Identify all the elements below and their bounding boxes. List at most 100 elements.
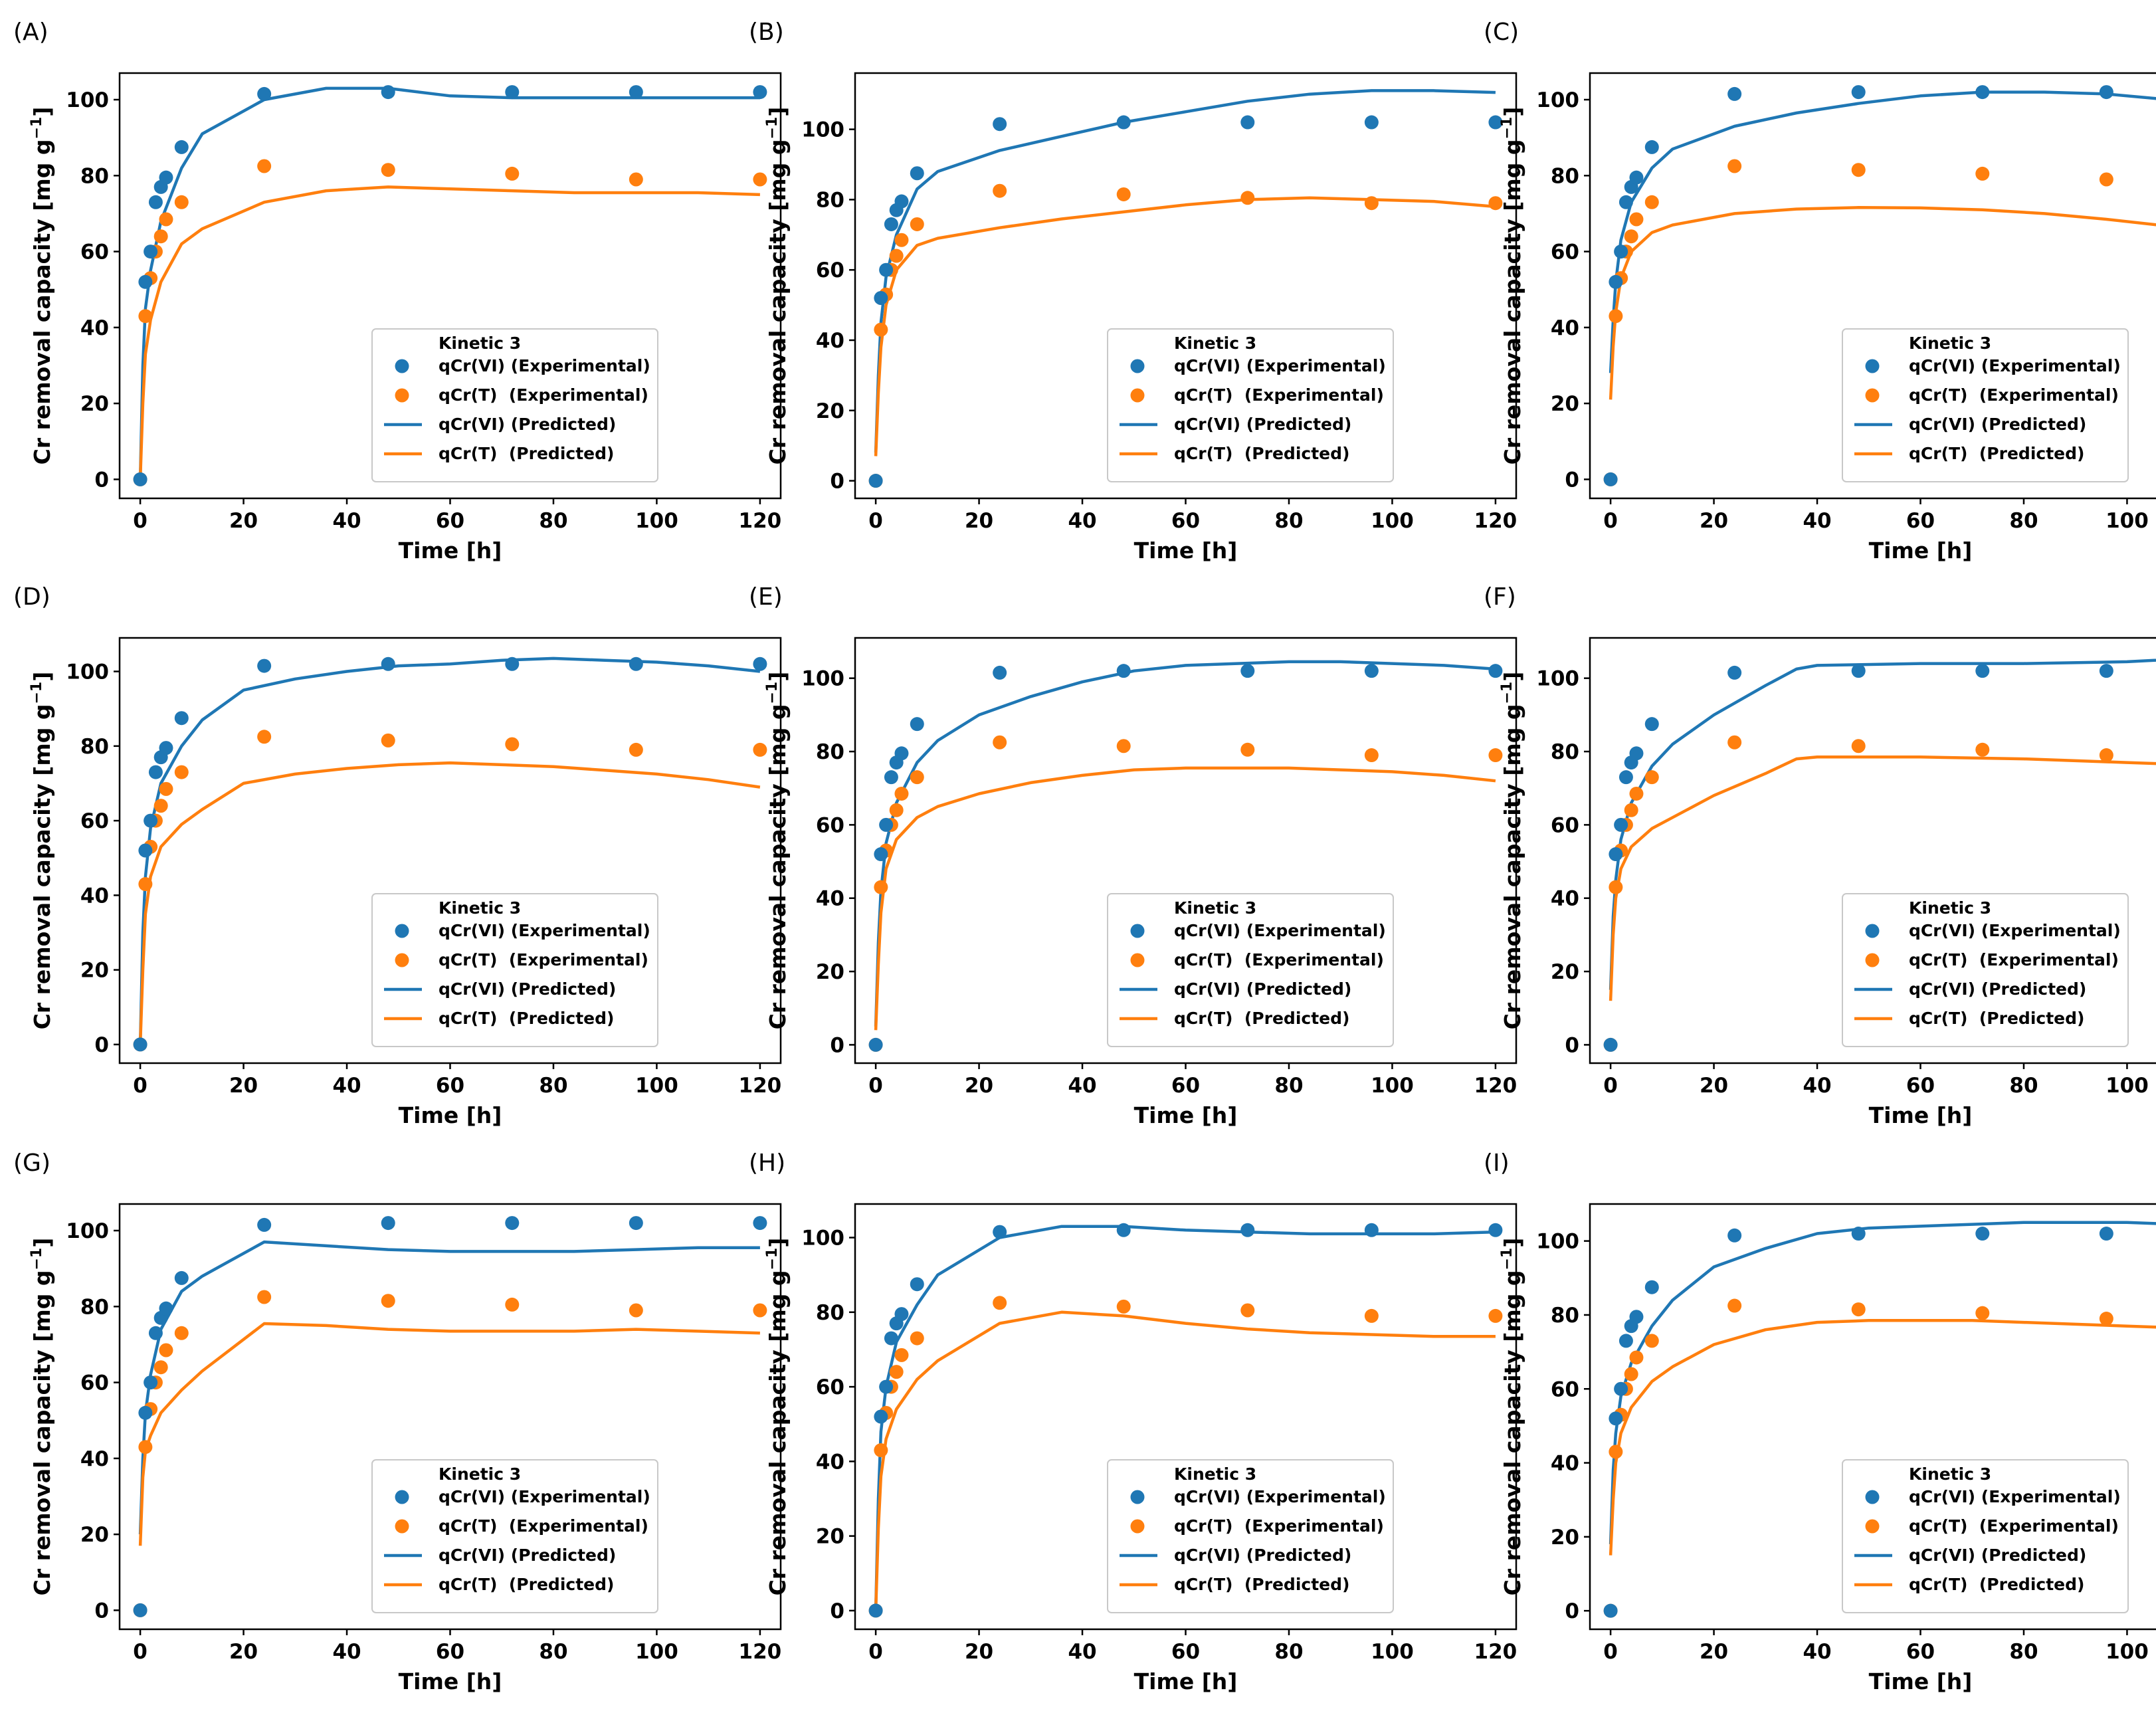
data-point-cr6 <box>894 746 909 761</box>
data-point-cr6 <box>1116 115 1131 130</box>
data-point-crt <box>889 803 904 817</box>
x-tick-label: 60 <box>436 509 464 533</box>
y-axis-title: Cr removal capacity [mg g−1] <box>1499 107 1525 465</box>
x-tick-label: 40 <box>332 1074 361 1098</box>
x-tick-label: 120 <box>1474 1640 1518 1664</box>
data-point-crt <box>993 735 1007 750</box>
panel-letter: (I) <box>1484 1150 1510 1177</box>
data-point-cr6 <box>138 274 153 289</box>
legend: Kinetic 3 qCr(VI) (Experimental) qCr(T) (E… <box>1842 328 2129 482</box>
x-tick-label: 60 <box>1171 509 1200 533</box>
x-tick-label: 100 <box>635 1074 678 1098</box>
y-tick-label: 40 <box>80 1447 109 1471</box>
legend-box <box>1842 1459 2129 1613</box>
panel-letter: (A) <box>13 19 49 46</box>
y-tick-label: 100 <box>66 1219 109 1243</box>
y-tick-label: 0 <box>830 1033 844 1057</box>
data-point-crt <box>153 1360 168 1375</box>
data-point-cr6 <box>629 1216 643 1231</box>
data-point-crt <box>505 737 520 752</box>
legend-title: Kinetic 3 <box>1909 334 1991 353</box>
legend-marker-cr6-experimental <box>395 359 409 373</box>
data-point-cr6 <box>381 656 395 671</box>
legend-marker-cr6-experimental <box>1130 359 1145 373</box>
x-axis-title: Time [h] <box>399 538 502 563</box>
data-point-cr6 <box>884 770 898 785</box>
data-point-crt <box>889 249 904 263</box>
data-point-cr6 <box>2099 664 2113 678</box>
y-tick-label: 0 <box>1565 1033 1579 1057</box>
data-point-crt <box>1624 229 1638 244</box>
data-point-cr6 <box>1644 1280 1659 1294</box>
data-point-crt <box>1851 163 1866 177</box>
data-point-cr6 <box>1240 664 1255 678</box>
panel-letter: (B) <box>749 19 784 46</box>
legend-title: Kinetic 3 <box>1174 334 1256 353</box>
data-point-cr6 <box>894 1307 909 1322</box>
y-tick-label: 20 <box>816 1525 844 1549</box>
legend-entry: qCr(T) (Predicted) <box>1174 1009 1349 1028</box>
y-axis-title-sup: −1 <box>29 1248 45 1270</box>
data-point-cr6 <box>159 741 173 755</box>
x-tick-label: 60 <box>436 1640 464 1664</box>
x-tick-label: 80 <box>2009 509 2038 533</box>
legend-title: Kinetic 3 <box>439 898 521 918</box>
y-tick-label: 0 <box>830 1599 844 1623</box>
legend-marker-cr6-experimental <box>395 1490 409 1504</box>
x-tick-label: 0 <box>133 509 147 533</box>
data-point-cr6 <box>879 1379 894 1394</box>
data-point-cr6 <box>1614 817 1628 832</box>
data-point-cr6 <box>505 1216 520 1231</box>
legend-entry: qCr(T) (Experimental) <box>1909 950 2119 969</box>
data-point-crt <box>1364 1308 1379 1323</box>
y-tick-label: 0 <box>1565 468 1579 492</box>
x-tick-label: 40 <box>1803 1640 1831 1664</box>
legend-entry: qCr(VI) (Predicted) <box>439 979 616 999</box>
data-point-crt <box>153 229 168 244</box>
legend-marker-crt-experimental <box>1130 953 1145 967</box>
data-point-crt <box>257 1290 272 1304</box>
legend-entry: qCr(T) (Experimental) <box>1909 385 2119 405</box>
data-point-cr6 <box>1851 85 1866 100</box>
data-point-cr6 <box>1618 770 1633 785</box>
data-point-crt <box>1364 748 1379 763</box>
data-point-crt <box>174 1326 189 1340</box>
legend-entry: qCr(T) (Predicted) <box>1909 444 2084 463</box>
x-tick-label: 120 <box>739 1074 782 1098</box>
legend-title: Kinetic 3 <box>1174 1464 1256 1484</box>
x-tick-label: 40 <box>1068 509 1096 533</box>
data-point-crt <box>1609 880 1623 894</box>
data-point-cr6 <box>1609 274 1623 289</box>
data-point-crt <box>1240 191 1255 205</box>
legend-marker-cr6-experimental <box>1130 924 1145 938</box>
data-point-crt <box>1116 187 1131 201</box>
y-tick-label: 100 <box>1536 667 1579 691</box>
data-point-cr6 <box>138 843 153 858</box>
x-tick-label: 40 <box>1068 1074 1096 1098</box>
y-tick-label: 60 <box>80 809 109 833</box>
data-point-cr6 <box>753 656 767 671</box>
y-tick-label: 60 <box>1551 813 1579 837</box>
series-line-cr6-predicted <box>138 1240 760 1535</box>
x-axis-title: Time [h] <box>1869 1668 1973 1694</box>
legend-entry: qCr(VI) (Experimental) <box>1909 921 2121 940</box>
x-tick-label: 0 <box>1603 1640 1618 1664</box>
data-point-cr6 <box>1364 1223 1379 1237</box>
data-point-cr6 <box>133 472 147 486</box>
panel-letter: (D) <box>13 583 50 611</box>
legend-entry: qCr(T) (Predicted) <box>439 444 614 463</box>
legend-marker-crt-experimental <box>1865 1519 1880 1534</box>
x-tick-label: 40 <box>1803 509 1831 533</box>
y-tick-label: 60 <box>816 258 844 282</box>
y-axis-title-end: ] <box>765 1238 791 1248</box>
data-point-crt <box>894 1348 909 1362</box>
panel-letter: (G) <box>13 1150 50 1177</box>
data-point-cr6 <box>144 245 158 259</box>
data-point-cr6 <box>753 85 767 100</box>
y-tick-label: 80 <box>1551 740 1579 764</box>
chart-panel-5: (E) 0 20 40 60 80 100 120 0 20 40 60 80 100 Time [h] Cr… <box>749 583 1517 1128</box>
legend-entry: qCr(T) (Predicted) <box>439 1575 614 1594</box>
data-point-cr6 <box>868 1603 883 1618</box>
y-axis-title: Cr removal capacity [mg g−1] <box>29 1238 55 1596</box>
legend-entry: qCr(VI) (Predicted) <box>1909 1546 2086 1565</box>
